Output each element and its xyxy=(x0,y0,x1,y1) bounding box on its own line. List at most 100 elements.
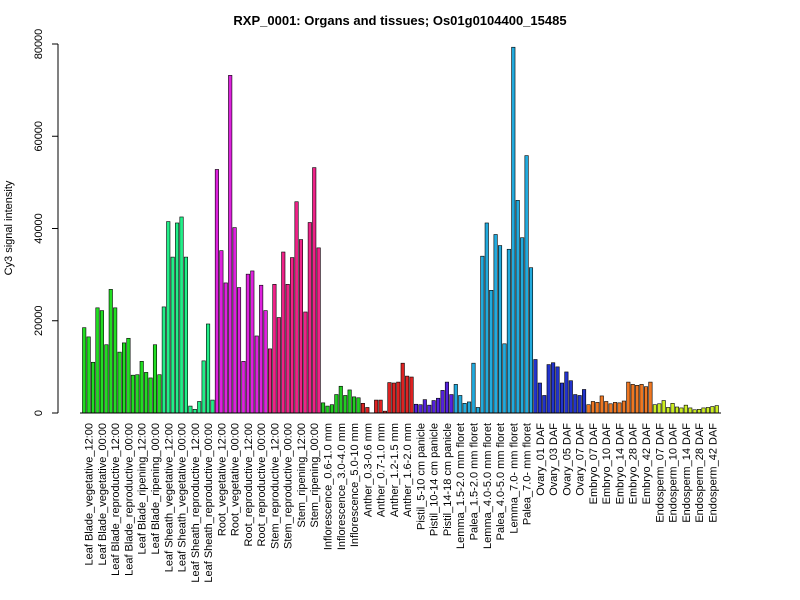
bar xyxy=(471,362,476,414)
y-tick-label: 80000 xyxy=(33,29,45,60)
bar xyxy=(298,239,303,414)
x-tick-label: Endosperm_28 DAF xyxy=(694,423,706,523)
bar xyxy=(232,227,237,414)
bar xyxy=(710,406,715,414)
x-tick-label: Stem_ripening_12:00 xyxy=(296,423,308,528)
bar xyxy=(657,403,662,414)
bar xyxy=(197,401,202,414)
x-tick-label: Leaf Sheath_vegetative_12:00 xyxy=(163,423,175,572)
x-tick-label: Leaf Blade_reproductive_12:00 xyxy=(110,423,122,576)
bar xyxy=(157,374,162,414)
bar xyxy=(679,407,684,414)
bar xyxy=(263,310,268,414)
bar xyxy=(573,394,578,414)
bar xyxy=(405,375,410,414)
x-tick-label: Inflorescence_3.0-4.0 mm xyxy=(336,423,348,550)
bar xyxy=(537,382,542,414)
bar xyxy=(161,306,166,414)
x-tick-label: Root_vegetative_12:00 xyxy=(216,423,228,536)
y-tick-label: 40000 xyxy=(33,213,45,244)
bar xyxy=(285,284,290,414)
bar xyxy=(387,382,392,414)
bar xyxy=(312,167,317,414)
bar xyxy=(683,404,688,414)
bar xyxy=(104,344,109,414)
bar xyxy=(99,310,104,414)
bar xyxy=(219,250,224,414)
bar xyxy=(237,287,242,414)
bar xyxy=(267,348,273,414)
bar xyxy=(391,382,396,414)
bar xyxy=(688,407,693,414)
bar xyxy=(582,389,587,414)
bar xyxy=(559,382,564,414)
bar xyxy=(515,200,520,414)
bar xyxy=(272,284,277,414)
bar xyxy=(431,400,436,414)
bar xyxy=(484,222,489,414)
x-tick-label: Leaf Blade_ripening_00:00 xyxy=(150,423,162,555)
bar xyxy=(343,395,348,414)
bar xyxy=(639,384,644,414)
bar xyxy=(316,247,321,414)
bar xyxy=(422,399,427,414)
bar xyxy=(356,397,361,414)
bar xyxy=(449,394,454,414)
bar xyxy=(334,394,339,414)
bar xyxy=(192,409,197,414)
bar xyxy=(652,404,657,414)
bar xyxy=(458,395,463,414)
bar xyxy=(524,155,529,414)
bar xyxy=(347,389,352,414)
bar xyxy=(321,402,326,414)
bar xyxy=(413,403,419,414)
bar xyxy=(714,405,719,414)
bar xyxy=(630,384,635,414)
bar xyxy=(635,385,640,414)
bar xyxy=(648,381,653,414)
bar xyxy=(91,361,96,414)
bar xyxy=(453,384,458,414)
bar xyxy=(528,267,534,414)
bar xyxy=(409,376,414,414)
x-tick-label: Palea_7.0- mm floret xyxy=(522,423,534,525)
x-tick-label: Leaf Sheath_vegetative_00:00 xyxy=(177,423,189,572)
bar xyxy=(626,381,631,414)
bar xyxy=(378,399,383,414)
bar xyxy=(113,307,118,414)
bar xyxy=(621,400,626,414)
bar xyxy=(462,403,467,414)
x-tick-label: Endosperm_42 DAF xyxy=(707,423,719,523)
x-tick-label: Inflorescence_5.0-10 mm xyxy=(349,423,361,547)
x-tick-label: Endosperm_10 DAF xyxy=(668,423,680,523)
bar xyxy=(701,407,706,414)
bar xyxy=(674,406,680,414)
x-tick-label: Palea_1.5-2.0 mm floret xyxy=(468,423,480,540)
x-tick-label: Embryo_10 DAF xyxy=(601,423,613,505)
bar xyxy=(206,323,211,414)
bar xyxy=(152,344,158,414)
bar xyxy=(436,397,441,414)
bar xyxy=(325,405,330,414)
bar xyxy=(511,46,516,414)
x-tick-label: Inflorescence_0.6-1.0 mm xyxy=(323,423,335,550)
bar xyxy=(604,401,609,414)
bar xyxy=(697,409,702,414)
bar xyxy=(360,403,365,414)
bar xyxy=(564,371,569,414)
bar xyxy=(175,222,180,414)
bar xyxy=(170,256,175,414)
bar xyxy=(108,289,113,414)
x-tick-label: Ovary_01 DAF xyxy=(535,423,547,496)
x-tick-label: Pistil_14-18 cm panicle xyxy=(442,423,454,536)
x-tick-label: Lemma_4.0-5.0 mm floret xyxy=(482,423,494,549)
x-tick-label: Anther_1.6-2.0 mm xyxy=(402,423,414,517)
bar xyxy=(542,395,547,414)
x-tick-label: Leaf Blade_vegetative_12:00 xyxy=(84,423,96,566)
bar xyxy=(144,372,149,414)
bar xyxy=(86,336,91,414)
bar xyxy=(613,402,618,414)
x-tick-label: Leaf Sheath_reproductive_00:00 xyxy=(203,423,215,583)
bar xyxy=(307,222,312,414)
